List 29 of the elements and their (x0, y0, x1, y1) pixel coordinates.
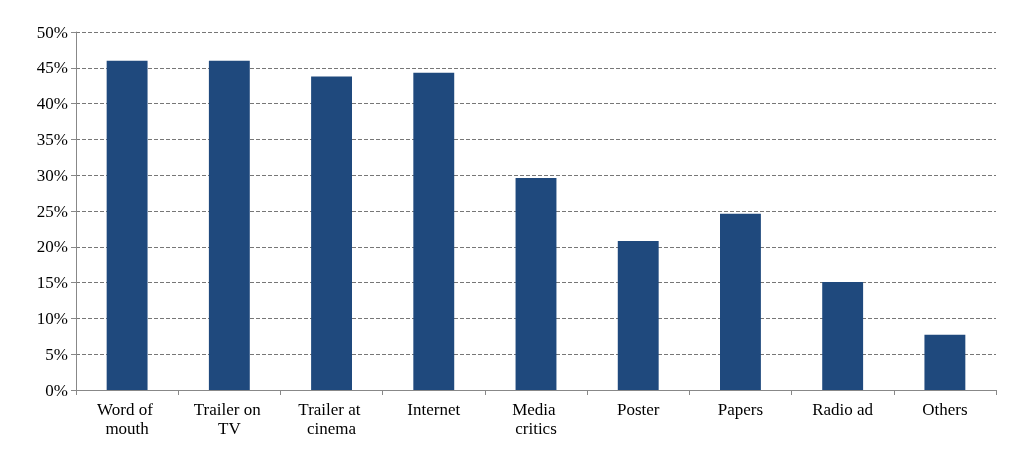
bar (515, 178, 557, 390)
y-tick-label: 30% (36, 165, 68, 185)
bar (208, 60, 250, 390)
bar (924, 334, 966, 390)
x-tick-label: Word of mouth (97, 400, 158, 438)
y-tick-label: 40% (36, 94, 68, 114)
y-tick-label: 20% (36, 237, 68, 257)
y-tick-label: 35% (36, 129, 68, 149)
bar (106, 60, 148, 390)
y-tick-label: 15% (36, 273, 68, 293)
bar (413, 72, 455, 390)
y-tick-label: 5% (45, 344, 68, 364)
y-tick-label: 0% (45, 380, 68, 400)
x-tick-label: Internet (407, 400, 461, 419)
x-tick-label: Trailer on TV (193, 400, 265, 438)
y-tick-label: 25% (36, 201, 68, 221)
x-tick-label: Others (922, 400, 968, 419)
y-tick-label: 45% (36, 58, 68, 78)
y-tick-label: 10% (36, 308, 68, 328)
x-tick-label: Radio ad (812, 400, 874, 419)
x-tick-label: Poster (616, 400, 660, 419)
bar (617, 241, 659, 390)
bar (720, 213, 761, 390)
bar (311, 76, 352, 390)
bar (822, 281, 864, 390)
y-tick-label: 50% (36, 22, 68, 42)
x-tick-label: Papers (717, 400, 764, 419)
x-tick-label: Trailer at cinema (298, 400, 365, 438)
x-tick-label: Media critics (512, 400, 560, 438)
